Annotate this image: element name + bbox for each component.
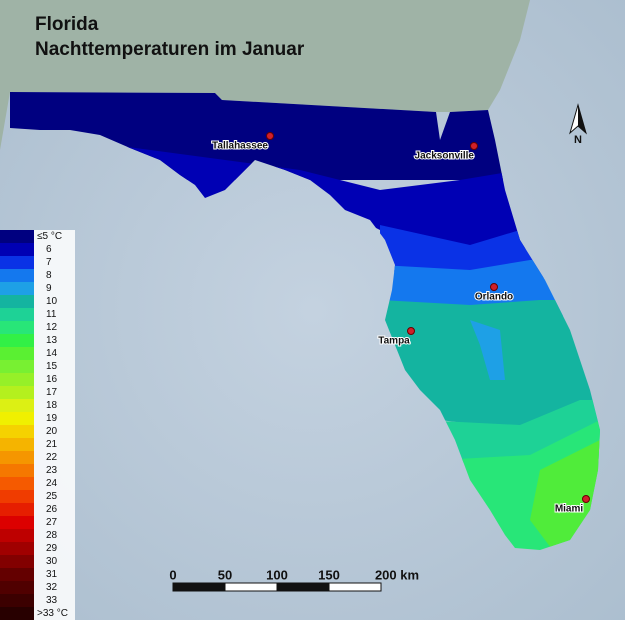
legend-swatch	[0, 490, 34, 503]
legend-label: 24	[46, 478, 58, 489]
legend-swatch	[0, 373, 34, 386]
scale-label: 50	[218, 567, 232, 582]
legend-label: 9	[46, 283, 52, 294]
legend-swatch	[0, 594, 34, 607]
legend-swatch	[0, 516, 34, 529]
legend-label: 33	[46, 595, 58, 606]
legend-label: 22	[46, 452, 58, 463]
legend-label: 25	[46, 491, 58, 502]
legend-label: 7	[46, 257, 52, 268]
city-label: Miami	[555, 504, 584, 515]
legend-swatch	[0, 438, 34, 451]
legend-swatch	[0, 425, 34, 438]
north-label: N	[574, 134, 582, 146]
title-line1: Florida	[35, 14, 99, 35]
legend-swatch	[0, 243, 34, 256]
legend-swatch	[0, 347, 34, 360]
legend-swatch	[0, 555, 34, 568]
legend-swatch	[0, 269, 34, 282]
legend-label: 15	[46, 361, 58, 372]
scale-label: 200 km	[375, 567, 419, 582]
scale-label: 150	[318, 567, 340, 582]
legend-label: 14	[46, 348, 58, 359]
legend-swatch	[0, 464, 34, 477]
legend-label: 19	[46, 413, 58, 424]
legend-label: 17	[46, 387, 58, 398]
scale-segment	[172, 582, 226, 592]
legend-label: 30	[46, 556, 58, 567]
legend-swatch	[0, 321, 34, 334]
legend-label: 20	[46, 426, 58, 437]
scale-segment	[224, 582, 278, 592]
land-north	[0, 0, 530, 150]
legend-swatch	[0, 295, 34, 308]
legend-swatch	[0, 542, 34, 555]
scale-segment	[276, 582, 330, 592]
legend-swatch	[0, 230, 34, 243]
legend-label: 6	[46, 244, 52, 255]
north-arrow: N	[569, 103, 587, 146]
legend-label: >33 °C	[37, 608, 68, 619]
legend-swatch	[0, 386, 34, 399]
title-line2: Nachttemperaturen im Januar	[35, 39, 305, 60]
legend-swatch	[0, 256, 34, 269]
legend-swatch	[0, 477, 34, 490]
scale-label: 100	[266, 567, 288, 582]
legend-swatch	[0, 451, 34, 464]
city-label: Tampa	[378, 336, 410, 347]
legend-label: 28	[46, 530, 58, 541]
city-dot	[490, 283, 498, 291]
scale-label: 0	[169, 567, 176, 582]
legend-swatch	[0, 607, 34, 620]
legend-label: 29	[46, 543, 58, 554]
legend-label: 18	[46, 400, 58, 411]
legend-swatch	[0, 308, 34, 321]
legend-label: 12	[46, 322, 58, 333]
legend-swatch	[0, 581, 34, 594]
legend-label: 13	[46, 335, 58, 346]
city-label: Jacksonville	[415, 151, 475, 162]
city-dot	[407, 327, 415, 335]
legend-swatch	[0, 503, 34, 516]
legend-label: 23	[46, 465, 58, 476]
legend-swatch	[0, 282, 34, 295]
legend-label: 27	[46, 517, 58, 528]
legend-swatch	[0, 529, 34, 542]
legend-label: 11	[46, 309, 57, 320]
legend-swatch	[0, 412, 34, 425]
legend-swatch	[0, 360, 34, 373]
city-dot	[470, 142, 478, 150]
legend-label: ≤5 °C	[37, 231, 62, 242]
legend-label: 32	[46, 582, 58, 593]
legend-label: 26	[46, 504, 58, 515]
legend-swatch	[0, 568, 34, 581]
legend-label: 31	[46, 569, 58, 580]
legend-label: 16	[46, 374, 58, 385]
legend-label: 21	[46, 439, 58, 450]
city-dot	[266, 132, 274, 140]
legend-swatch	[0, 334, 34, 347]
city-dot	[582, 495, 590, 503]
legend-swatch	[0, 399, 34, 412]
legend-label: 10	[46, 296, 58, 307]
legend-label: 8	[46, 270, 52, 281]
city-label: Tallahassee	[212, 141, 268, 152]
scale-segment	[328, 582, 382, 592]
city-label: Orlando	[475, 292, 513, 303]
